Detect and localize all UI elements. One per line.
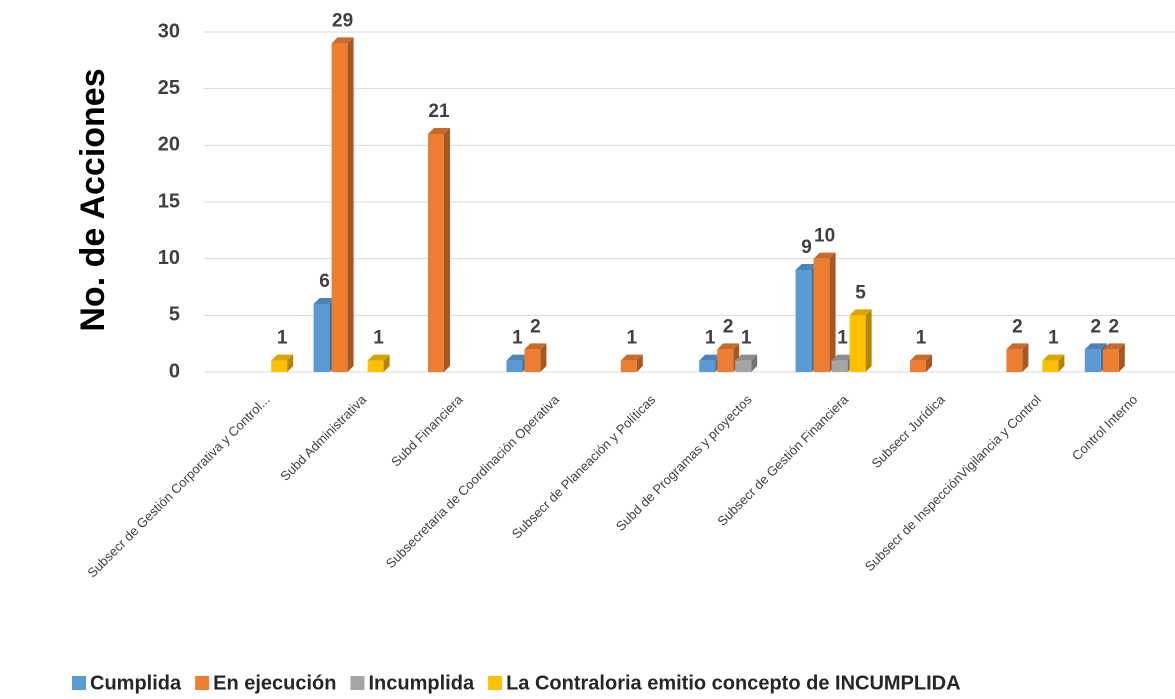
bar <box>620 360 637 372</box>
data-label: 1 <box>512 328 523 349</box>
bar-top <box>1042 354 1065 361</box>
bar-top <box>313 298 336 304</box>
bar-side <box>926 354 932 372</box>
bar-side <box>829 252 836 372</box>
legend-swatch <box>72 676 86 690</box>
bar-side <box>751 354 758 372</box>
bar <box>506 360 523 372</box>
bar-top <box>717 343 740 350</box>
data-label: 5 <box>855 282 866 303</box>
y-tick-label: 20 <box>158 134 180 156</box>
legend-label: Incumplida <box>369 672 475 694</box>
data-label: 21 <box>428 101 450 122</box>
y-tick-label: 5 <box>169 304 180 326</box>
data-label: 1 <box>741 328 752 349</box>
bar-top <box>849 309 872 316</box>
data-label: 6 <box>319 271 330 292</box>
data-label: 1 <box>1048 328 1059 349</box>
data-label: 10 <box>814 226 835 247</box>
bar <box>428 134 444 372</box>
bar <box>699 360 716 372</box>
bar <box>271 360 288 372</box>
bar-side <box>287 354 294 372</box>
bar-top <box>620 354 643 361</box>
data-label: 1 <box>277 328 288 349</box>
y-tick-label: 15 <box>158 190 180 212</box>
bar-top <box>367 354 390 361</box>
bar-side <box>444 128 450 372</box>
y-tick-label: 10 <box>158 247 180 269</box>
bar-side <box>636 354 643 372</box>
bar <box>735 360 752 372</box>
bar <box>313 304 330 372</box>
data-label: 2 <box>723 316 734 337</box>
bar <box>717 349 734 372</box>
legend-label: La Contraloria emitio concepto de INCUMP… <box>506 672 960 694</box>
data-label: 1 <box>916 328 927 349</box>
y-tick-label: 30 <box>158 20 180 42</box>
bar-top <box>813 252 836 259</box>
bar-side <box>1022 343 1029 372</box>
bar <box>1102 349 1119 372</box>
bar-top <box>1006 343 1029 350</box>
bar <box>849 315 866 372</box>
legend-label: En ejecución <box>213 672 336 694</box>
bar-top <box>506 354 529 361</box>
bar <box>331 43 348 372</box>
bar <box>813 258 830 372</box>
bar-top <box>831 354 854 361</box>
bar <box>1042 360 1059 372</box>
bar-top <box>795 264 818 270</box>
x-tick-label: Subsecr de Gestión Corporativa y Control… <box>84 392 272 580</box>
bar-side <box>540 343 547 372</box>
x-tick-label: Subsecr Jurídica <box>868 391 948 471</box>
bar <box>910 360 926 372</box>
data-label: 1 <box>627 328 638 349</box>
bar-side <box>1118 343 1125 372</box>
bar <box>1084 349 1101 372</box>
bar-top <box>735 354 758 361</box>
bar-top <box>271 354 294 361</box>
bar-top <box>1102 343 1125 350</box>
data-label: 2 <box>1091 316 1102 337</box>
data-label: 2 <box>530 316 541 337</box>
data-label: 2 <box>1012 316 1023 337</box>
x-tick-label: Subd Financiera <box>388 391 466 469</box>
bar-side <box>347 37 354 372</box>
bar <box>524 349 541 372</box>
bar-side <box>865 309 872 372</box>
bar-side <box>383 354 390 372</box>
legend-label: Cumplida <box>90 672 182 694</box>
bar-top <box>428 128 450 134</box>
bar-side <box>1058 354 1065 372</box>
data-label: 1 <box>837 328 848 349</box>
legend-swatch <box>350 676 365 690</box>
data-label: 1 <box>705 328 716 349</box>
y-axis-label: No. de Acciones <box>74 68 112 331</box>
data-label: 2 <box>1109 316 1120 337</box>
x-tick-label: Subsecr de InspecciónVigilancia y Contro… <box>862 392 1044 574</box>
x-tick-label: Subd Administrativa <box>277 391 369 483</box>
y-tick-label: 25 <box>158 77 180 99</box>
bar-top <box>524 343 547 350</box>
bar <box>1006 349 1023 372</box>
x-tick-label: Control Interno <box>1069 392 1140 463</box>
data-label: 9 <box>801 237 812 258</box>
legend-swatch <box>195 676 210 690</box>
bar-top <box>699 354 722 361</box>
data-label: 1 <box>373 328 384 349</box>
bar-top <box>331 37 354 44</box>
bar-top <box>1084 343 1107 350</box>
x-tick-label: Subsecretaria de Coordinación Operativa <box>383 391 563 571</box>
bar-top <box>910 354 932 361</box>
bar <box>831 360 848 372</box>
bar <box>367 360 384 372</box>
bar <box>795 270 812 372</box>
y-tick-label: 0 <box>169 360 180 382</box>
data-label: 29 <box>332 10 353 31</box>
legend-swatch <box>488 676 503 690</box>
